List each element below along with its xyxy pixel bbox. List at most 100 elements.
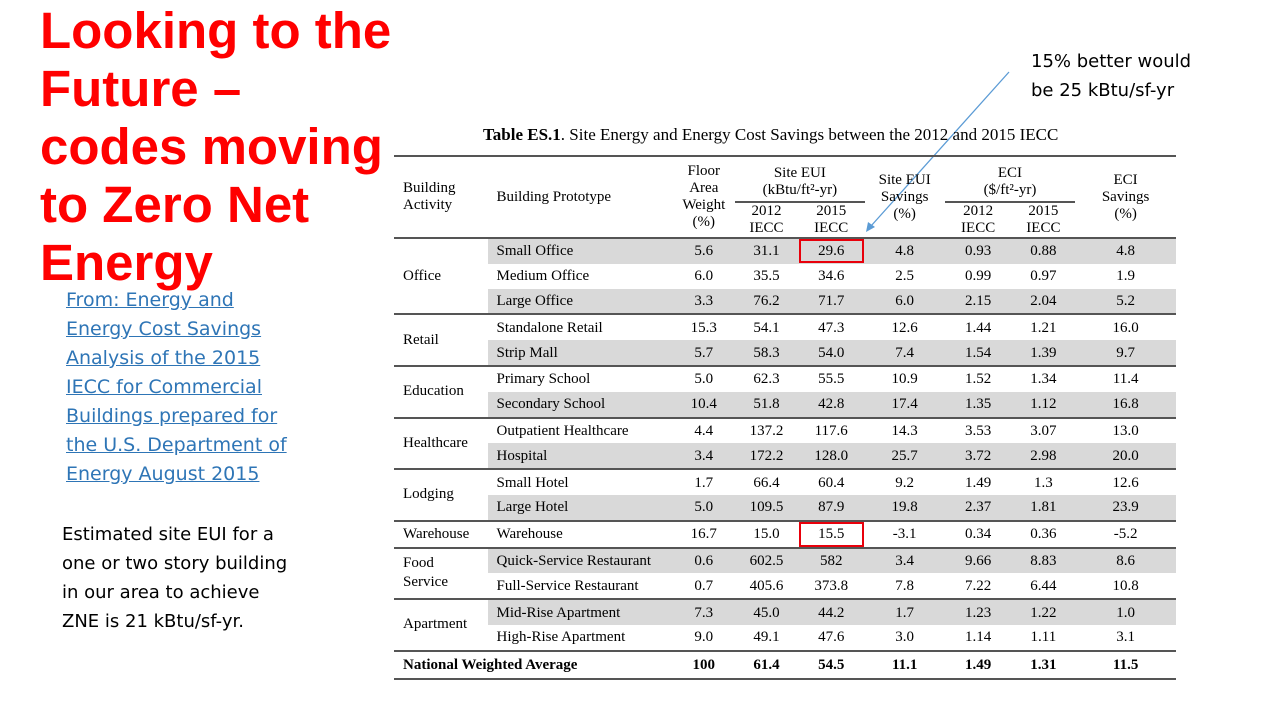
site-eui-2012-cell: 58.3 [735,340,798,367]
eci-savings-cell: 16.8 [1075,391,1176,419]
eci-2015-cell: 1.22 [1011,599,1076,625]
slide-title-line: Energy [40,234,213,291]
source-citation-link-line: the U.S. Department of [66,434,287,456]
building-prototype-cell: Strip Mall [487,340,673,367]
floor-area-weight-cell: 4.4 [694,422,714,439]
site-eui-savings-cell: 7.8 [864,573,945,601]
table-caption-text: . Site Energy and Energy Cost Savings be… [560,125,1059,144]
site-eui-savings-cell: 10.9 [891,371,918,388]
eci-savings-cell: 1.9 [1116,268,1135,285]
table-row: Hospital 3.4 172.2 128.0 25.7 3.72 2.98 20.0 [394,443,1176,471]
building-prototype-cell: Standalone Retail [496,319,603,336]
building-activity-label: Lodging [403,486,454,503]
table-caption: Table ES.1. Site Energy and Energy Cost … [483,125,1058,145]
eci-2012-cell: 2.15 [944,288,1012,316]
energy-savings-table: Building Activity Building Prototype Floo… [394,155,1176,680]
eci-savings-cell: 1.0 [1075,599,1176,625]
header-site-eui-savings-line: Site EUI [878,171,931,188]
zne-estimate-note-line: one or two story building [62,553,288,574]
site-eui-2015-cell: 71.7 [797,288,865,316]
header-site-eui-2012-line: IECC [749,220,784,236]
slide-title-line: codes moving [40,118,383,175]
floor-area-weight-cell: 5.0 [672,494,736,522]
total-eci-2012-cell: 1.49 [944,649,1012,680]
eci-2015-cell: 0.97 [1030,268,1057,285]
building-activity-label: Service [403,574,448,591]
zne-estimate-note-line: ZNE is 21 kBtu/sf-yr. [62,611,244,632]
zne-estimate-note-line: in our area to achieve [62,582,260,603]
floor-area-weight-cell: 1.7 [694,474,714,491]
total-eci-2015-cell: 1.31 [1011,649,1076,680]
source-citation-link-line: Buildings prepared for [66,405,278,427]
floor-area-weight-cell: 5.0 [694,371,714,388]
table-row: Lodging Small Hotel 1.7 66.4 60.4 9.2 1.49 1.3 1… [394,469,1176,522]
building-activity-cell: Apartment [394,599,488,652]
site-eui-2012-cell: 405.6 [735,573,798,601]
building-prototype-cell: Outpatient Healthcare [496,422,629,439]
eci-2015-cell: 1.11 [1011,624,1076,652]
callout-note: 15% better would be 25 kBtu/sf-yr [1031,47,1271,105]
eci-savings-cell: 13.0 [1112,422,1139,439]
eci-2015-cell: 1.81 [1011,494,1076,522]
building-prototype-cell: Primary School [496,371,591,388]
site-eui-2015-cell: 373.8 [797,573,865,601]
site-eui-2012-cell: 66.4 [753,474,780,491]
header-site-eui-line: (kBtu/ft²-yr) [762,182,838,198]
table-row: High-Rise Apartment 9.0 49.1 47.6 3.0 1.14 1.1… [394,624,1176,652]
building-prototype-cell: Medium Office [496,268,590,285]
site-eui-2015-cell: 55.5 [818,371,845,388]
table-row: Warehouse Warehouse 16.7 15.0 15.5 -3.1 0.34 0.… [394,520,1176,549]
eci-savings-cell: 12.6 [1112,474,1139,491]
site-eui-savings-cell: 25.7 [864,443,945,471]
header-site-eui: Site EUI (kBtu/ft²-yr) [735,155,865,203]
building-prototype-cell: Warehouse [487,520,673,549]
site-eui-2012-cell: 35.5 [753,268,780,285]
building-prototype-cell: Quick-Service Restaurant [487,547,673,574]
table-caption-label: Table ES.1 [483,125,561,144]
floor-area-weight-cell: 3.4 [672,443,736,471]
callout-note-line: 15% better would [1031,51,1192,72]
eci-savings-cell: 20.0 [1075,443,1176,471]
eci-2015-cell: 8.83 [1011,547,1076,574]
total-site-eui-2012-cell: 61.4 [735,649,798,680]
building-prototype-cell: High-Rise Apartment [487,624,673,652]
eci-2012-cell: 3.72 [944,443,1012,471]
site-eui-savings-cell: 19.8 [864,494,945,522]
site-eui-2012-cell: 172.2 [735,443,798,471]
source-citation-link[interactable]: From: Energy and Energy Cost Savings Analy… [66,286,302,489]
source-citation-link-line: Analysis of the 2015 [66,347,261,369]
eci-2015-cell: 6.44 [1011,573,1076,601]
site-eui-2015-cell: 47.3 [818,319,845,336]
header-site-eui-2015-line: IECC [814,220,849,236]
site-eui-savings-cell: 12.6 [891,319,918,336]
eci-2012-cell: 0.34 [944,520,1012,549]
site-eui-savings-cell: 17.4 [864,391,945,419]
floor-area-weight-cell: 3.3 [672,288,736,316]
site-eui-2012-cell: 62.3 [753,371,780,388]
source-citation-link-line: Energy August 2015 [66,463,260,485]
slide-title: Looking to the Future – codes moving to Zer… [40,2,420,292]
eci-2012-cell: 1.54 [944,340,1012,367]
site-eui-savings-cell: 14.3 [891,422,918,439]
eci-2015-cell: 1.3 [1033,474,1053,491]
eci-savings-cell: -5.2 [1075,520,1176,549]
callout-note-line: be 25 kBtu/sf-yr [1031,80,1175,101]
building-activity-cell: Lodging [394,469,488,522]
site-eui-2015-cell: 44.2 [797,599,865,625]
header-eci-line: ($/ft²-yr) [983,182,1037,198]
building-prototype-cell: Full-Service Restaurant [487,573,673,601]
slide-title-line: Looking to the [40,2,392,59]
header-eci-2015-line: IECC [1026,220,1061,236]
header-site-eui-savings: Site EUI Savings (%) [864,155,945,239]
eci-savings-cell: 9.7 [1075,340,1176,367]
building-activity-cell: Food Service [394,547,488,601]
header-site-eui-savings-line: Savings [880,188,929,205]
building-activity-label: Education [403,383,464,400]
slide-title-line: to Zero Net [40,176,310,233]
header-eci-savings-line: ECI [1113,171,1138,188]
eci-2015-cell: 1.39 [1011,340,1076,367]
building-prototype-cell: Hospital [487,443,673,471]
site-eui-2015-cell: 582 [797,547,865,574]
header-site-eui-line: Site EUI [773,165,826,181]
table-row: Retail Standalone Retail 15.3 54.1 47.3 12.6 1… [394,314,1176,367]
